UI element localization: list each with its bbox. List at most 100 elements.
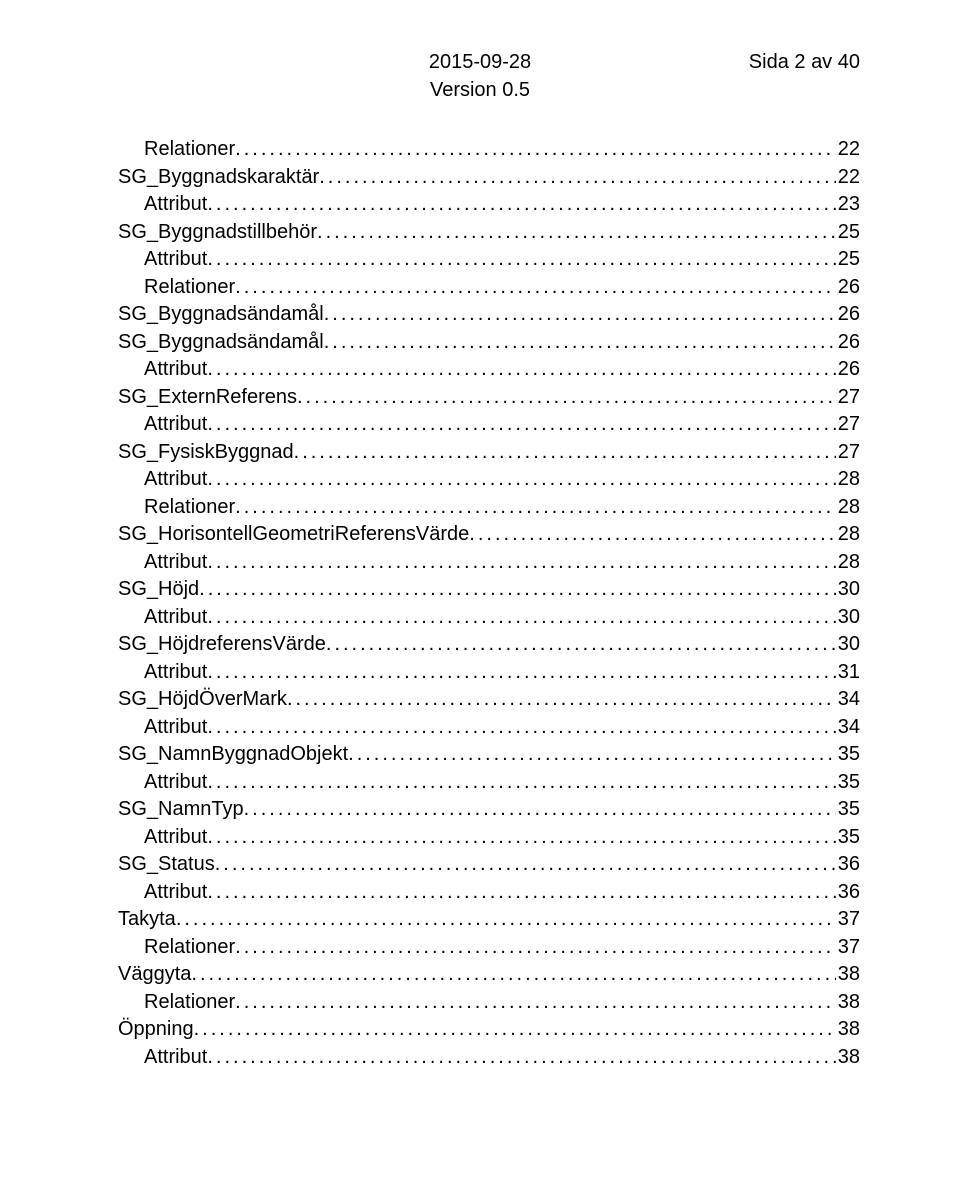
toc-entry-page: 23	[836, 193, 860, 216]
toc-entry[interactable]: SG_Byggnadstillbehör 25	[100, 221, 860, 249]
toc-entry[interactable]: Attribut 30	[100, 606, 860, 634]
toc-entry[interactable]: Attribut 36	[100, 881, 860, 909]
toc-entry[interactable]: Attribut 26	[100, 358, 860, 386]
toc-entry-label: Attribut	[144, 358, 207, 381]
toc-entry[interactable]: Relationer 26	[100, 276, 860, 304]
toc-entry-page: 28	[836, 523, 860, 546]
toc-entry[interactable]: Relationer 22	[100, 138, 860, 166]
toc-entry[interactable]: Attribut 28	[100, 468, 860, 496]
toc-leader-dots	[207, 468, 835, 491]
page-container: 2015-09-28 Version 0.5 Sida 2 av 40 Rela…	[0, 0, 960, 1195]
toc-entry[interactable]: Attribut 35	[100, 771, 860, 799]
toc-leader-dots	[348, 743, 836, 766]
toc-entry-label: Attribut	[144, 193, 207, 216]
toc-entry-label: Öppning	[118, 1018, 194, 1041]
toc-entry-page: 26	[836, 331, 860, 354]
toc-entry-label: Relationer	[144, 276, 235, 299]
toc-entry[interactable]: Takyta 37	[100, 908, 860, 936]
toc-leader-dots	[244, 798, 836, 821]
header-page-number: Sida 2 av 40	[749, 48, 860, 76]
toc-entry-page: 28	[836, 468, 860, 491]
toc-entry[interactable]: SG_Byggnadsändamål 26	[100, 303, 860, 331]
toc-entry-page: 30	[836, 633, 860, 656]
toc-leader-dots	[207, 606, 835, 629]
toc-entry-page: 38	[836, 1046, 860, 1069]
toc-entry[interactable]: Attribut 34	[100, 716, 860, 744]
toc-entry[interactable]: Relationer 37	[100, 936, 860, 964]
toc-entry[interactable]: Attribut 27	[100, 413, 860, 441]
toc-leader-dots	[207, 881, 835, 904]
toc-leader-dots	[294, 441, 836, 464]
toc-entry-label: SG_Byggnadsändamål	[118, 331, 324, 354]
toc-entry[interactable]: SG_NamnTyp 35	[100, 798, 860, 826]
toc-entry[interactable]: Öppning 38	[100, 1018, 860, 1046]
toc-entry-page: 27	[836, 441, 860, 464]
toc-entry[interactable]: SG_Byggnadsändamål 26	[100, 331, 860, 359]
toc-entry-label: SG_Status	[118, 853, 215, 876]
toc-leader-dots	[207, 193, 835, 216]
toc-entry[interactable]: Attribut 31	[100, 661, 860, 689]
toc-entry[interactable]: SG_HorisontellGeometriReferensVärde 28	[100, 523, 860, 551]
toc-entry-page: 28	[836, 496, 860, 519]
toc-entry[interactable]: SG_Status 36	[100, 853, 860, 881]
toc-entry[interactable]: Attribut 23	[100, 193, 860, 221]
toc-leader-dots	[319, 166, 836, 189]
toc-leader-dots	[324, 331, 836, 354]
toc-entry[interactable]: SG_HöjdreferensVärde 30	[100, 633, 860, 661]
toc-leader-dots	[191, 963, 835, 986]
toc-entry-label: SG_NamnTyp	[118, 798, 244, 821]
toc-leader-dots	[207, 358, 835, 381]
toc-entry-label: SG_HöjdreferensVärde	[118, 633, 326, 656]
toc-leader-dots	[207, 413, 835, 436]
toc-entry-page: 26	[836, 276, 860, 299]
toc-entry[interactable]: Väggyta 38	[100, 963, 860, 991]
toc-leader-dots	[235, 991, 836, 1014]
toc-entry-page: 22	[836, 166, 860, 189]
toc-entry[interactable]: Attribut 35	[100, 826, 860, 854]
toc-entry[interactable]: Relationer 38	[100, 991, 860, 1019]
toc-entry-page: 36	[836, 853, 860, 876]
toc-leader-dots	[207, 551, 835, 574]
toc-entry[interactable]: SG_ExternReferens 27	[100, 386, 860, 414]
toc-entry-page: 35	[836, 798, 860, 821]
toc-entry-label: SG_Byggnadskaraktär	[118, 166, 319, 189]
toc-leader-dots	[207, 248, 835, 271]
toc-entry-label: SG_NamnByggnadObjekt	[118, 743, 348, 766]
toc-entry[interactable]: Attribut 25	[100, 248, 860, 276]
toc-entry-label: SG_HöjdÖverMark	[118, 688, 287, 711]
toc-entry[interactable]: SG_Höjd 30	[100, 578, 860, 606]
toc-entry-page: 38	[836, 1018, 860, 1041]
toc-leader-dots	[235, 936, 836, 959]
toc-leader-dots	[317, 221, 836, 244]
toc-entry-label: Väggyta	[118, 963, 191, 986]
toc-entry[interactable]: SG_Byggnadskaraktär 22	[100, 166, 860, 194]
toc-entry[interactable]: SG_HöjdÖverMark 34	[100, 688, 860, 716]
toc-entry-page: 25	[836, 221, 860, 244]
toc-entry[interactable]: Attribut 28	[100, 551, 860, 579]
toc-entry-label: Attribut	[144, 716, 207, 739]
toc-entry-label: SG_Byggnadstillbehör	[118, 221, 317, 244]
toc-entry[interactable]: SG_FysiskByggnad 27	[100, 441, 860, 469]
toc-entry[interactable]: SG_NamnByggnadObjekt 35	[100, 743, 860, 771]
toc-entry-page: 35	[836, 743, 860, 766]
toc-entry-label: SG_ExternReferens	[118, 386, 297, 409]
toc-leader-dots	[215, 853, 836, 876]
toc-entry[interactable]: Attribut 38	[100, 1046, 860, 1074]
toc-entry-label: Attribut	[144, 413, 207, 436]
toc-entry-page: 26	[836, 358, 860, 381]
toc-leader-dots	[469, 523, 835, 546]
toc-entry[interactable]: Relationer 28	[100, 496, 860, 524]
toc-entry-label: Attribut	[144, 881, 207, 904]
toc-leader-dots	[176, 908, 836, 931]
toc-leader-dots	[199, 578, 836, 601]
toc-entry-page: 36	[836, 881, 860, 904]
toc-entry-page: 30	[836, 606, 860, 629]
toc-entry-page: 37	[836, 908, 860, 931]
toc-entry-page: 35	[836, 771, 860, 794]
toc-entry-label: Relationer	[144, 138, 235, 161]
toc-entry-page: 22	[836, 138, 860, 161]
toc-entry-page: 35	[836, 826, 860, 849]
toc-entry-label: Attribut	[144, 468, 207, 491]
toc-leader-dots	[207, 771, 835, 794]
toc-entry-page: 38	[836, 963, 860, 986]
